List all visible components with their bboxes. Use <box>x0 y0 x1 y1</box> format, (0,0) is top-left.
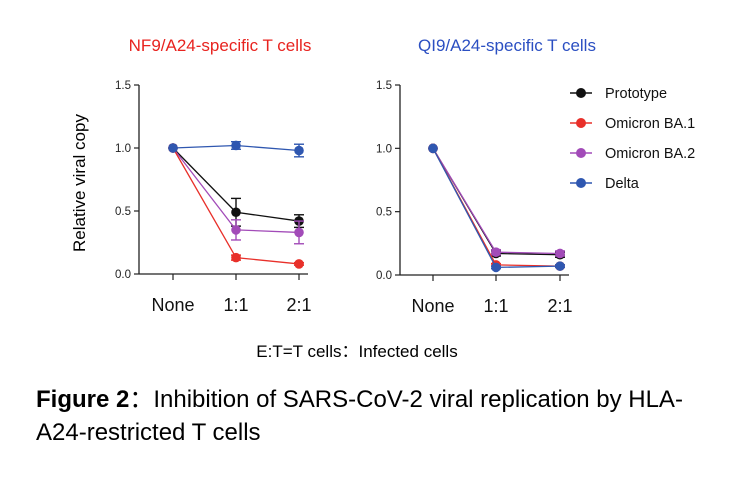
legend-marker <box>576 148 586 158</box>
data-point <box>231 225 241 235</box>
x-axis-note: E:T=T cells：Infected cells <box>256 342 457 361</box>
series-line-prototype <box>432 147 561 256</box>
x-tick-label: None <box>411 296 454 316</box>
legend-marker <box>576 88 586 98</box>
data-point <box>555 248 565 259</box>
caption-text: Inhibition of SARS-CoV-2 viral replicati… <box>36 386 683 446</box>
x-tick-label: 1:1 <box>483 296 508 316</box>
data-point <box>491 262 501 273</box>
caption-separator: ： <box>129 386 154 413</box>
data-point <box>231 207 241 218</box>
y-tick-label: 1.5 <box>115 80 131 92</box>
legend-label: Omicron BA.2 <box>605 146 695 162</box>
panel-1-title: NF9/A24-specific T cells <box>129 36 312 55</box>
data-point <box>491 247 501 257</box>
x-tick-label: 2:1 <box>547 296 572 316</box>
legend-marker <box>576 118 586 128</box>
y-axis-label: Relative viral copy <box>70 114 89 252</box>
y-tick-label: 0.0 <box>376 270 392 282</box>
y-tick-label: 1.0 <box>376 143 392 155</box>
legend-label: Delta <box>605 176 640 192</box>
series-line-omicron-ba-2 <box>432 147 561 255</box>
figure-caption: Figure 2：Inhibition of SARS-CoV-2 viral … <box>36 383 726 449</box>
figure-panels: NF9/A24-specific T cells QI9/A24-specifi… <box>70 36 695 361</box>
y-tick-label: 0.5 <box>115 206 131 218</box>
panel-nf9: 0.0 0.5 1.0 1.5 None 1:1 2:1 <box>115 80 312 315</box>
caption-label: Figure 2 <box>36 386 130 413</box>
data-point <box>294 259 304 269</box>
y-tick-label: 0.0 <box>115 269 131 281</box>
panel-2-title: QI9/A24-specific T cells <box>418 36 596 55</box>
data-point <box>168 143 178 153</box>
panel-qi9: 0.0 0.5 1.0 1.5 None 1:1 2:1 <box>376 80 573 316</box>
data-point <box>294 145 304 156</box>
legend: Prototype Omicron BA.1 Omicron BA.2 Delta <box>570 86 695 192</box>
data-point <box>555 261 565 271</box>
y-tick-label: 1.0 <box>115 143 131 155</box>
data-point <box>231 252 241 263</box>
data-point <box>231 140 241 151</box>
x-tick-label: None <box>151 295 194 315</box>
legend-marker <box>576 178 586 188</box>
x-tick-label: 2:1 <box>286 295 311 315</box>
legend-label: Prototype <box>605 86 667 102</box>
x-tick-label: 1:1 <box>223 295 248 315</box>
y-tick-label: 0.5 <box>376 207 392 219</box>
data-point <box>294 227 304 238</box>
y-tick-label: 1.5 <box>376 80 392 92</box>
legend-label: Omicron BA.1 <box>605 116 695 132</box>
data-point <box>428 143 438 154</box>
